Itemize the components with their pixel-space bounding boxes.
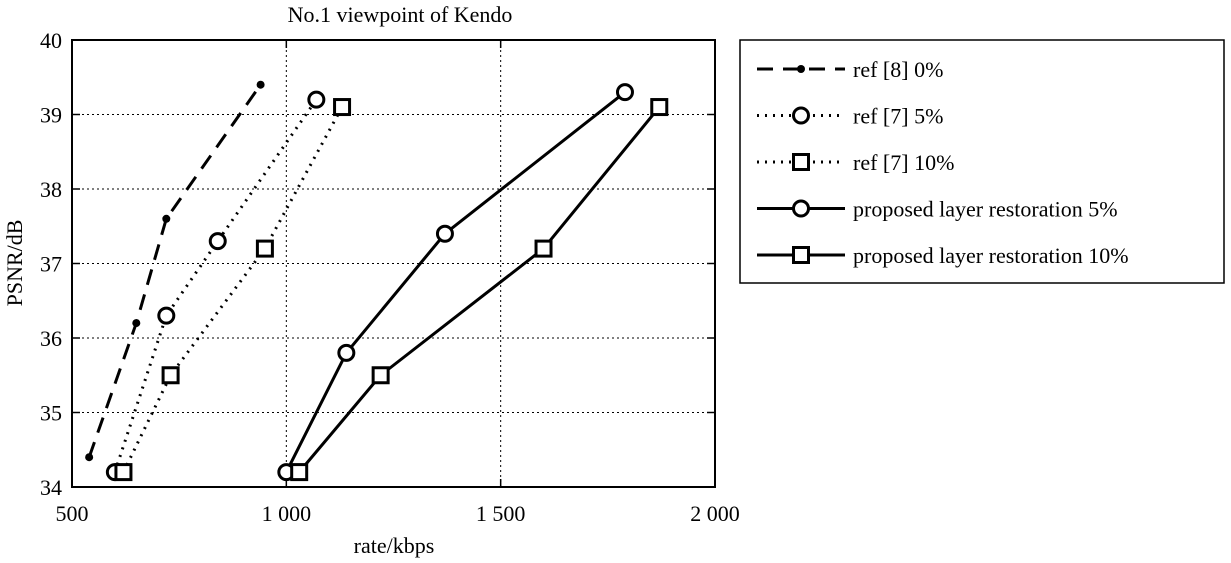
series-layer [85, 80, 669, 482]
y-tick-label: 36 [40, 326, 62, 351]
marker-square [290, 463, 309, 482]
x-tick-label: 2 000 [690, 501, 740, 526]
marker-dot [162, 214, 171, 223]
y-tick-label: 35 [40, 401, 62, 426]
marker-circle [307, 90, 326, 109]
legend-entry: ref [7] 10% [757, 150, 954, 175]
y-tick-label: 34 [40, 475, 62, 500]
series-line [284, 90, 626, 473]
x-tick-label: 1 000 [262, 501, 312, 526]
y-tick-label: 37 [40, 252, 62, 277]
legend-label: ref [7] 5% [853, 104, 943, 129]
marker-square [333, 98, 352, 117]
marker-dot [256, 80, 265, 89]
marker-circle [615, 83, 634, 102]
marker-dot [132, 319, 141, 328]
marker-square [371, 366, 390, 385]
series-2 [114, 98, 352, 482]
legend-label: proposed layer restoration 5% [853, 197, 1118, 222]
grid [72, 40, 715, 487]
series-1 [105, 90, 326, 482]
x-tick-label: 1 500 [476, 501, 526, 526]
legend-box [739, 39, 1225, 284]
marker-square [114, 463, 133, 482]
legend-entry: proposed layer restoration 5% [757, 197, 1118, 222]
chart-title: No.1 viewpoint of Kendo [288, 2, 513, 27]
series-3 [277, 83, 634, 482]
legend: ref [8] 0% ref [7] 5% ref [7] 10% proposed … [757, 57, 1129, 268]
series-line [87, 83, 262, 458]
x-axis-label: rate/kbps [354, 533, 435, 558]
series-4 [290, 98, 669, 482]
marker-square [161, 366, 180, 385]
legend-entry: proposed layer restoration 10% [757, 243, 1129, 268]
y-tick-label: 40 [40, 28, 62, 53]
legend-label: ref [8] 0% [853, 57, 943, 82]
marker-square [792, 246, 810, 264]
series-0 [85, 80, 265, 462]
legend-label: ref [7] 10% [853, 150, 954, 175]
series-line [113, 98, 318, 473]
marker-square [650, 98, 669, 117]
marker-dot [797, 65, 805, 73]
y-tick-label: 38 [40, 177, 62, 202]
marker-square [792, 153, 810, 171]
x-tick-label: 500 [56, 501, 89, 526]
marker-circle [208, 232, 227, 251]
y-axis-label: PSNR/dB [2, 220, 27, 307]
marker-circle [337, 343, 356, 362]
marker-dot [85, 453, 94, 462]
marker-circle [792, 199, 810, 218]
legend-entry: ref [8] 0% [757, 57, 943, 82]
series-line [298, 106, 661, 474]
marker-square [255, 239, 274, 258]
axis-ticks: 500 1 000 1 500 2 000 34 35 36 37 38 39 40 [40, 28, 740, 526]
marker-circle [792, 106, 810, 125]
marker-square [534, 239, 553, 258]
series-line [122, 106, 344, 473]
marker-circle [435, 224, 454, 243]
y-tick-label: 39 [40, 103, 62, 128]
legend-entry: ref [7] 5% [757, 104, 943, 129]
legend-label: proposed layer restoration 10% [853, 243, 1129, 268]
marker-circle [157, 306, 176, 325]
